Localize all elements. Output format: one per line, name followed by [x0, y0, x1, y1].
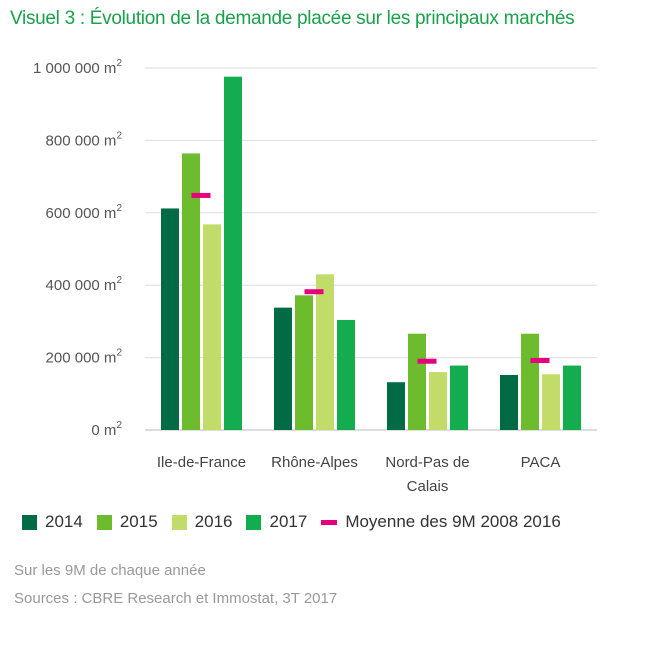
bar-2017: [450, 365, 468, 430]
bar-2017: [337, 319, 355, 430]
legend-label-2017: 2017: [269, 512, 308, 531]
y-tick-label: 600 000 m2: [46, 203, 123, 222]
bar-2016: [542, 374, 560, 430]
bar-2014: [161, 208, 179, 430]
legend-item-2016: 2016: [171, 512, 233, 532]
legend-swatch-2016: [171, 514, 187, 530]
y-tick-label: 800 000 m2: [46, 130, 123, 149]
legend: 2014 2015 2016 2017 Moyenne des 9M 2008 …: [22, 512, 575, 532]
legend-swatch-2017: [246, 514, 262, 530]
bar-2014: [274, 307, 292, 430]
legend-label-2014: 2014: [45, 512, 83, 531]
bar-2017: [224, 76, 242, 431]
legend-swatch-2015: [96, 514, 112, 530]
category-label: PACA: [521, 454, 561, 471]
legend-item-average: Moyenne des 9M 2008 2016: [321, 512, 561, 532]
legend-label-2015: 2015: [119, 512, 158, 531]
bar-2015: [182, 153, 200, 430]
legend-item-2017: 2017: [246, 512, 307, 532]
bar-2016: [316, 274, 334, 430]
legend-item-2015: 2015: [96, 512, 158, 532]
bar-2015: [521, 333, 539, 430]
category-label: Ile-de-France: [157, 454, 246, 471]
bar-2016: [203, 224, 221, 430]
category-label: Nord-Pas de: [385, 454, 469, 471]
average-marker: [530, 357, 550, 363]
legend-dash-average: [321, 519, 338, 525]
category-label: Calais: [407, 478, 449, 495]
bar-2014: [500, 374, 518, 430]
bar-2015: [408, 333, 426, 430]
legend-item-2014: 2014: [22, 512, 83, 532]
bar-2014: [387, 382, 405, 430]
y-tick-label: 200 000 m2: [46, 348, 123, 367]
average-marker: [304, 289, 324, 295]
chart-title: Visuel 3 : Évolution de la demande placé…: [10, 8, 575, 29]
legend-label-2016: 2016: [194, 512, 233, 531]
bar-2017: [563, 365, 581, 430]
y-tick-label: 1 000 000 m2: [33, 58, 122, 77]
average-marker: [417, 358, 437, 364]
y-tick-label: 0 m2: [91, 420, 122, 439]
average-marker: [191, 192, 211, 198]
bar-chart: 0 m2 200 000 m2 400 000 m2 600 000 m2 800 00…: [33, 58, 597, 495]
y-tick-label: 400 000 m2: [46, 275, 123, 294]
bar-2016: [429, 372, 447, 430]
legend-swatch-2014: [22, 514, 37, 530]
bar-2015: [295, 295, 313, 430]
note-sources: Sources : CBRE Research et Immostat, 3T …: [14, 590, 338, 607]
note-period: Sur les 9M de chaque année: [14, 562, 206, 579]
category-label: Rhône-Alpes: [271, 454, 358, 471]
legend-label-average: Moyenne des 9M 2008 2016: [345, 512, 561, 531]
